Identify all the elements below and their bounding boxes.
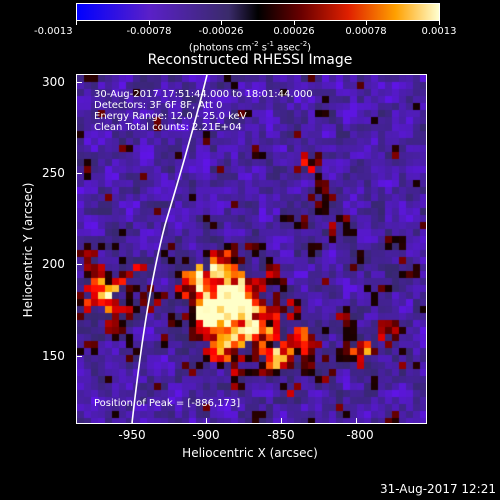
colorbar-tick bbox=[294, 21, 295, 25]
units-text: asec bbox=[274, 42, 301, 54]
image-plot-area: 30-Aug-2017 17:51:44.000 to 18:01:44.000… bbox=[76, 74, 427, 424]
y-tick-label: 150 bbox=[42, 349, 65, 363]
y-tick bbox=[76, 356, 82, 357]
units-text: (photons cm bbox=[188, 42, 252, 54]
x-tick-label: -850 bbox=[267, 428, 295, 442]
colorbar-tick bbox=[149, 21, 150, 25]
units-exponent: -2 bbox=[300, 40, 308, 48]
colorbar-tick bbox=[439, 21, 440, 25]
x-tick bbox=[356, 418, 357, 424]
overlay-layer bbox=[131, 75, 208, 423]
y-tick-label: 300 bbox=[42, 75, 65, 89]
rhessi-heatmap bbox=[77, 75, 426, 423]
colorbar-units: (photons cm-2 s-1 asec-2) bbox=[189, 40, 311, 53]
x-tick bbox=[281, 418, 282, 424]
colorbar-label: -0.00078 bbox=[126, 26, 172, 37]
colorbar-label: 0.00026 bbox=[273, 26, 315, 37]
x-tick-label: -950 bbox=[118, 428, 146, 442]
colorbar-tick bbox=[221, 21, 222, 25]
image-title: Reconstructed RHESSI Image bbox=[147, 52, 353, 68]
annotation-time-range: 30-Aug-2017 17:51:44.000 to 18:01:44.000 bbox=[94, 89, 313, 100]
annotation-detectors: Detectors: 3F 6F 8F, Att 0 bbox=[94, 100, 223, 111]
x-tick bbox=[132, 418, 133, 424]
colorbar bbox=[76, 3, 440, 21]
y-tick-label: 250 bbox=[42, 166, 65, 180]
colorbar-label: 0.00078 bbox=[345, 26, 387, 37]
y-tick bbox=[76, 173, 82, 174]
colorbar-label: -0.00026 bbox=[198, 26, 244, 37]
colorbar-tick bbox=[366, 21, 367, 25]
x-tick bbox=[206, 418, 207, 424]
annotation-total-counts: Clean Total counts: 2.21E+04 bbox=[94, 122, 242, 133]
generated-timestamp: 31-Aug-2017 12:21 bbox=[379, 482, 496, 496]
x-tick-label: -800 bbox=[346, 428, 374, 442]
y-axis-label: Heliocentric Y (arcsec) bbox=[21, 182, 35, 318]
x-tick-label: -900 bbox=[192, 428, 220, 442]
colorbar-tick bbox=[76, 21, 77, 25]
units-text: ) bbox=[307, 42, 312, 54]
x-axis-label: Heliocentric X (arcsec) bbox=[182, 446, 318, 460]
annotation-energy-range: Energy Range: 12.0 - 25.0 keV bbox=[94, 111, 247, 122]
units-text: s bbox=[258, 42, 268, 54]
annotation-peak-position: Position of Peak = [-886,173] bbox=[94, 398, 241, 409]
colorbar-label: -0.0013 bbox=[34, 26, 73, 37]
y-tick bbox=[76, 264, 82, 265]
colorbar-label: 0.0013 bbox=[421, 26, 457, 37]
units-exponent: -2 bbox=[251, 40, 259, 48]
y-tick-label: 200 bbox=[42, 257, 65, 271]
units-exponent: -1 bbox=[267, 40, 275, 48]
y-tick bbox=[76, 82, 82, 83]
solar-limb-curve bbox=[131, 75, 208, 423]
